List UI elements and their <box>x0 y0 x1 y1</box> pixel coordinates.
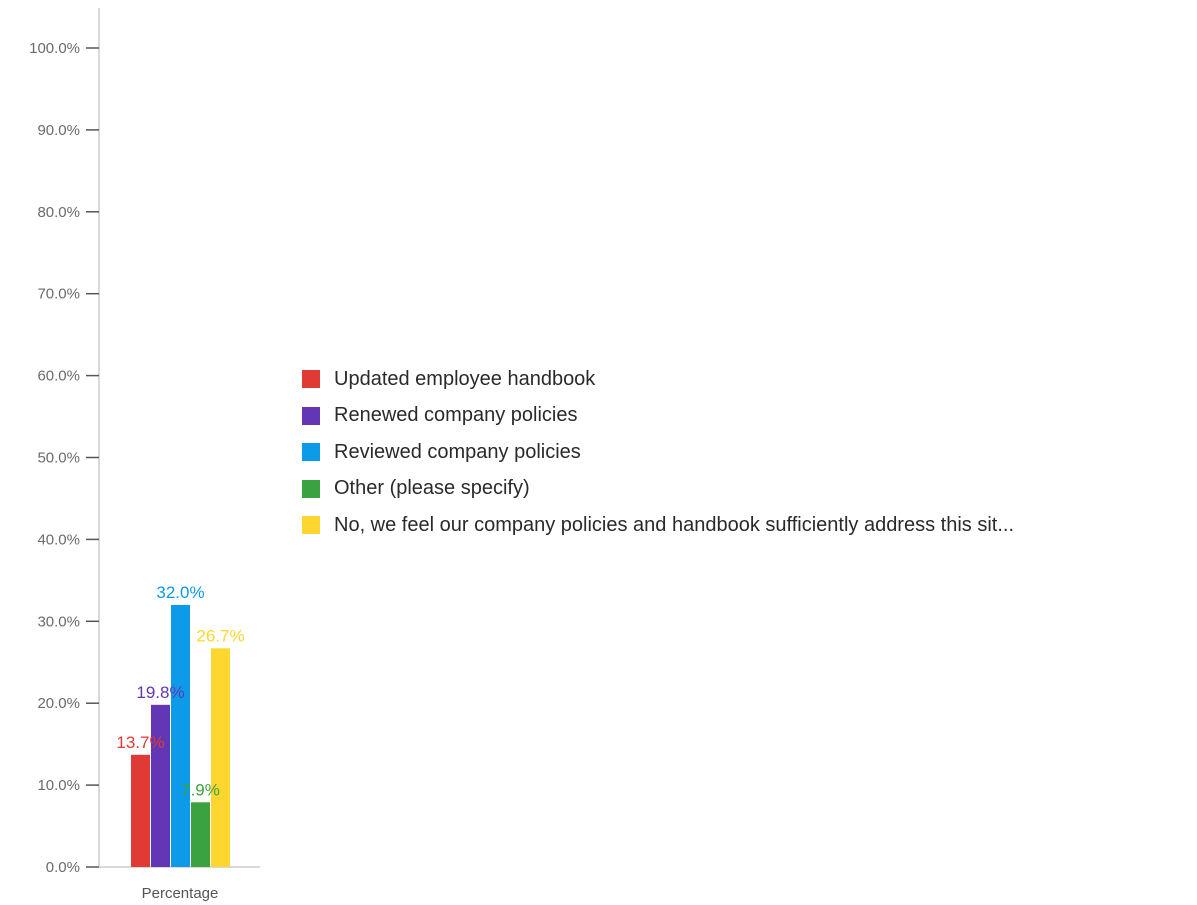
data-label: 26.7% <box>196 626 244 645</box>
legend-item-other[interactable]: Other (please specify) <box>302 471 1014 508</box>
legend-swatch <box>302 406 320 425</box>
legend-label: Renewed company policies <box>334 404 578 427</box>
legend-item-no-policies-sufficient[interactable]: No, we feel our company policies and han… <box>302 507 1014 544</box>
y-tick-label: 30.0% <box>37 613 80 630</box>
bar[interactable] <box>131 754 150 867</box>
bar[interactable] <box>171 604 190 867</box>
legend-swatch <box>302 370 320 389</box>
legend-item-renewed-company-policies[interactable]: Renewed company policies <box>302 398 1014 435</box>
legend-item-reviewed-company-policies[interactable]: Reviewed company policies <box>302 434 1014 471</box>
legend-swatch <box>302 443 320 462</box>
data-label: 32.0% <box>156 583 204 602</box>
data-label: 19.8% <box>136 683 184 702</box>
data-labels: 13.7% 19.8% 32.0% 7.9% 26.7% <box>116 583 244 799</box>
legend-label: Other (please specify) <box>334 477 530 500</box>
y-axis-ticks: 0.0% 10.0% 20.0% 30.0% 40.0% 50.0% 60.0% 70.0% 8… <box>29 40 99 876</box>
y-tick-label: 50.0% <box>37 450 80 467</box>
y-tick-label: 20.0% <box>37 695 80 712</box>
legend-label: No, we feel our company policies and han… <box>334 513 1014 536</box>
legend: Updated employee handbook Renewed compan… <box>302 361 1014 544</box>
bar[interactable] <box>191 802 210 867</box>
category-label: Percentage <box>142 885 219 902</box>
bar[interactable] <box>151 704 170 867</box>
data-label: 13.7% <box>116 733 164 752</box>
legend-swatch <box>302 479 320 498</box>
legend-item-updated-employee-handbook[interactable]: Updated employee handbook <box>302 361 1014 398</box>
y-tick-label: 70.0% <box>37 286 80 303</box>
data-label: 7.9% <box>181 780 220 799</box>
legend-swatch <box>302 516 320 535</box>
bar[interactable] <box>211 648 230 867</box>
legend-label: Reviewed company policies <box>334 440 581 463</box>
y-tick-label: 0.0% <box>46 859 80 876</box>
y-tick-label: 10.0% <box>37 777 80 794</box>
y-tick-label: 60.0% <box>37 368 80 385</box>
y-tick-label: 40.0% <box>37 531 80 548</box>
y-tick-label: 100.0% <box>29 40 80 57</box>
y-tick-label: 90.0% <box>37 122 80 139</box>
y-tick-label: 80.0% <box>37 204 80 221</box>
bar-group-percentage <box>131 604 230 867</box>
legend-label: Updated employee handbook <box>334 367 596 390</box>
